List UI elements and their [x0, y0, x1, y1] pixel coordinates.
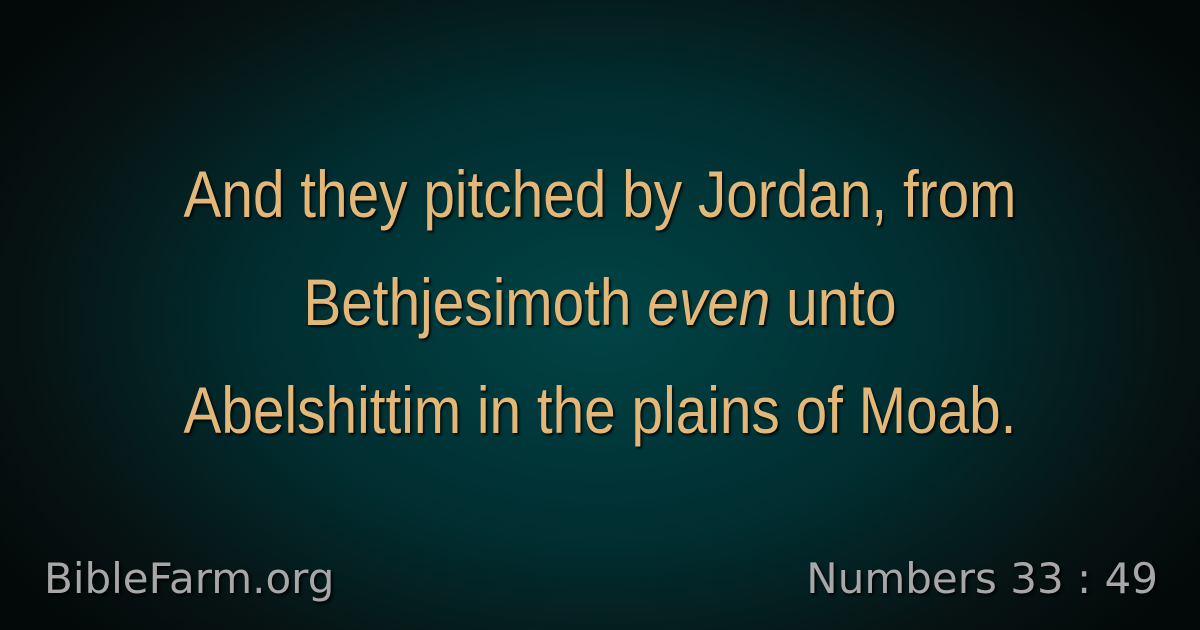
- site-name: BibleFarm.org: [44, 554, 335, 603]
- verse-reference: Numbers 33 : 49: [806, 554, 1158, 603]
- verse-line-2: Bethjesimoth even unto: [110, 248, 1090, 356]
- emphasized-word: even: [647, 265, 771, 339]
- verse-line-2-end: unto: [770, 265, 897, 339]
- verse-line-3: Abelshittim in the plains of Moab.: [183, 373, 1017, 447]
- verse-line-2-start: Bethjesimoth: [303, 265, 648, 339]
- verse-line-1: And they pitched by Jordan, from: [183, 157, 1017, 231]
- scripture-verse: And they pitched by Jordan, from Bethjes…: [110, 140, 1090, 464]
